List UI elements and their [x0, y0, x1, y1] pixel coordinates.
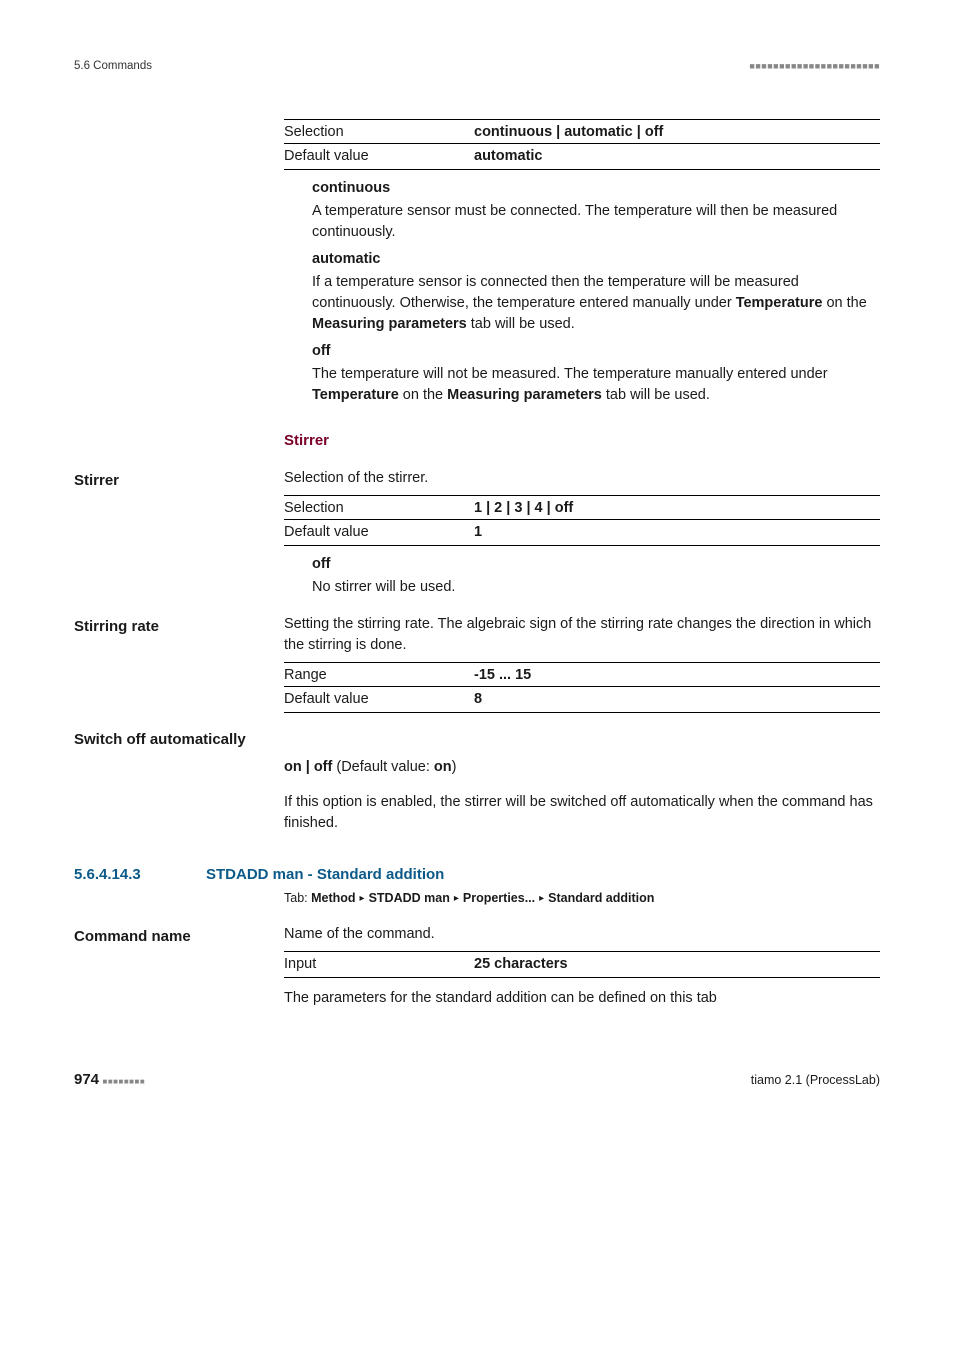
def-term-automatic: automatic: [312, 249, 880, 270]
txt: The temperature will not be measured. Th…: [312, 366, 828, 382]
switch-off-line: on | off (Default value: on): [284, 757, 880, 778]
cell-val: 1 | 2 | 3 | 4 | off: [474, 498, 880, 519]
command-name-block: Command name Name of the command. Input …: [74, 924, 880, 1009]
crumb: Properties...: [463, 891, 535, 905]
cell-val: 25 characters: [474, 954, 880, 975]
txt: tab will be used.: [467, 316, 575, 332]
txt-bold: on: [434, 759, 452, 775]
command-name-intro: Name of the command.: [284, 924, 880, 945]
label-command-name: Command name: [74, 924, 284, 948]
txt: Tab:: [284, 891, 311, 905]
table-row: Selection continuous | automatic | off: [284, 119, 880, 143]
stirring-rate-block: Stirring rate Setting the stirring rate.…: [74, 614, 880, 713]
switch-off-body: If this option is enabled, the stirrer w…: [284, 792, 880, 834]
def-body-off: The temperature will not be measured. Th…: [312, 364, 880, 406]
cell-val: 1: [474, 522, 880, 543]
def-body-automatic: If a temperature sensor is connected the…: [312, 272, 880, 335]
cell-val: -15 ... 15: [474, 665, 880, 686]
chevron-right-icon: [535, 891, 548, 905]
crumb: Method: [311, 891, 355, 905]
section-title: STDADD man - Standard addition: [206, 866, 444, 883]
txt: on the: [399, 387, 447, 403]
chevron-right-icon: [356, 891, 369, 905]
cell-key: Input: [284, 954, 474, 975]
txt-bold: Measuring parameters: [447, 387, 602, 403]
table-row: Default value 1: [284, 519, 880, 546]
cell-key: Selection: [284, 122, 474, 143]
def-term-continuous: continuous: [312, 178, 880, 199]
label-switch-off: Switch off automatically: [74, 729, 880, 751]
tempmode-definitions: continuous A temperature sensor must be …: [284, 178, 880, 406]
cell-key: Default value: [284, 689, 474, 710]
footer-left: 974 ■■■■■■■■: [74, 1069, 145, 1091]
txt: (Default value:: [332, 759, 434, 775]
txt-bold: Temperature: [312, 387, 399, 403]
txt: If a temperature sensor is connected the…: [312, 274, 799, 311]
page-number: 974: [74, 1071, 99, 1088]
txt-bold: on | off: [284, 759, 332, 775]
def-term: off: [312, 554, 880, 575]
label-stirrer: Stirrer: [74, 468, 284, 492]
def-body: No stirrer will be used.: [312, 577, 880, 598]
breadcrumb: Tab: Method STDADD man Properties... Standa…: [284, 889, 880, 908]
footer-dots: ■■■■■■■■: [103, 1077, 146, 1086]
cell-val: automatic: [474, 146, 880, 167]
def-term-off: off: [312, 341, 880, 362]
txt: ): [452, 759, 457, 775]
txt: on the: [822, 295, 866, 311]
cell-key: Default value: [284, 522, 474, 543]
chevron-right-icon: [450, 891, 463, 905]
stirrer-intro: Selection of the stirrer.: [284, 468, 880, 489]
cell-val: continuous | automatic | off: [474, 122, 880, 143]
command-name-after: The parameters for the standard addition…: [284, 988, 880, 1009]
table-row: Selection 1 | 2 | 3 | 4 | off: [284, 495, 880, 519]
cell-val: 8: [474, 689, 880, 710]
footer-right: tiamo 2.1 (ProcessLab): [751, 1071, 880, 1089]
txt-bold: Temperature: [736, 295, 823, 311]
crumb: Standard addition: [548, 891, 654, 905]
txt-bold: Measuring parameters: [312, 316, 467, 332]
cell-key: Range: [284, 665, 474, 686]
header-dots: ■■■■■■■■■■■■■■■■■■■■■■: [749, 60, 880, 73]
table-row: Default value 8: [284, 686, 880, 713]
cell-key: Selection: [284, 498, 474, 519]
page-footer: 974 ■■■■■■■■ tiamo 2.1 (ProcessLab): [74, 1069, 880, 1091]
section-number: 5.6.4.14.3: [74, 864, 206, 886]
table-row: Default value automatic: [284, 143, 880, 170]
label-stirring-rate: Stirring rate: [74, 614, 284, 638]
txt: tab will be used.: [602, 387, 710, 403]
cell-key: Default value: [284, 146, 474, 167]
table-row: Range -15 ... 15: [284, 662, 880, 686]
header-left: 5.6 Commands: [74, 58, 152, 75]
page-header: 5.6 Commands ■■■■■■■■■■■■■■■■■■■■■■: [74, 58, 880, 75]
section-stdadd-man: 5.6.4.14.3STDADD man - Standard addition: [74, 864, 880, 886]
crumb: STDADD man: [369, 891, 450, 905]
tempmode-table: Selection continuous | automatic | off D…: [284, 119, 880, 452]
table-row: Input 25 characters: [284, 951, 880, 978]
stirrer-block: Stirrer Selection of the stirrer. Select…: [74, 468, 880, 598]
stirrer-off-def: off No stirrer will be used.: [284, 554, 880, 598]
stirring-rate-intro: Setting the stirring rate. The algebraic…: [284, 614, 880, 656]
def-body-continuous: A temperature sensor must be connected. …: [312, 201, 880, 243]
stirrer-heading: Stirrer: [284, 430, 880, 452]
switch-off-block: Switch off automatically on | off (Defau…: [74, 729, 880, 834]
